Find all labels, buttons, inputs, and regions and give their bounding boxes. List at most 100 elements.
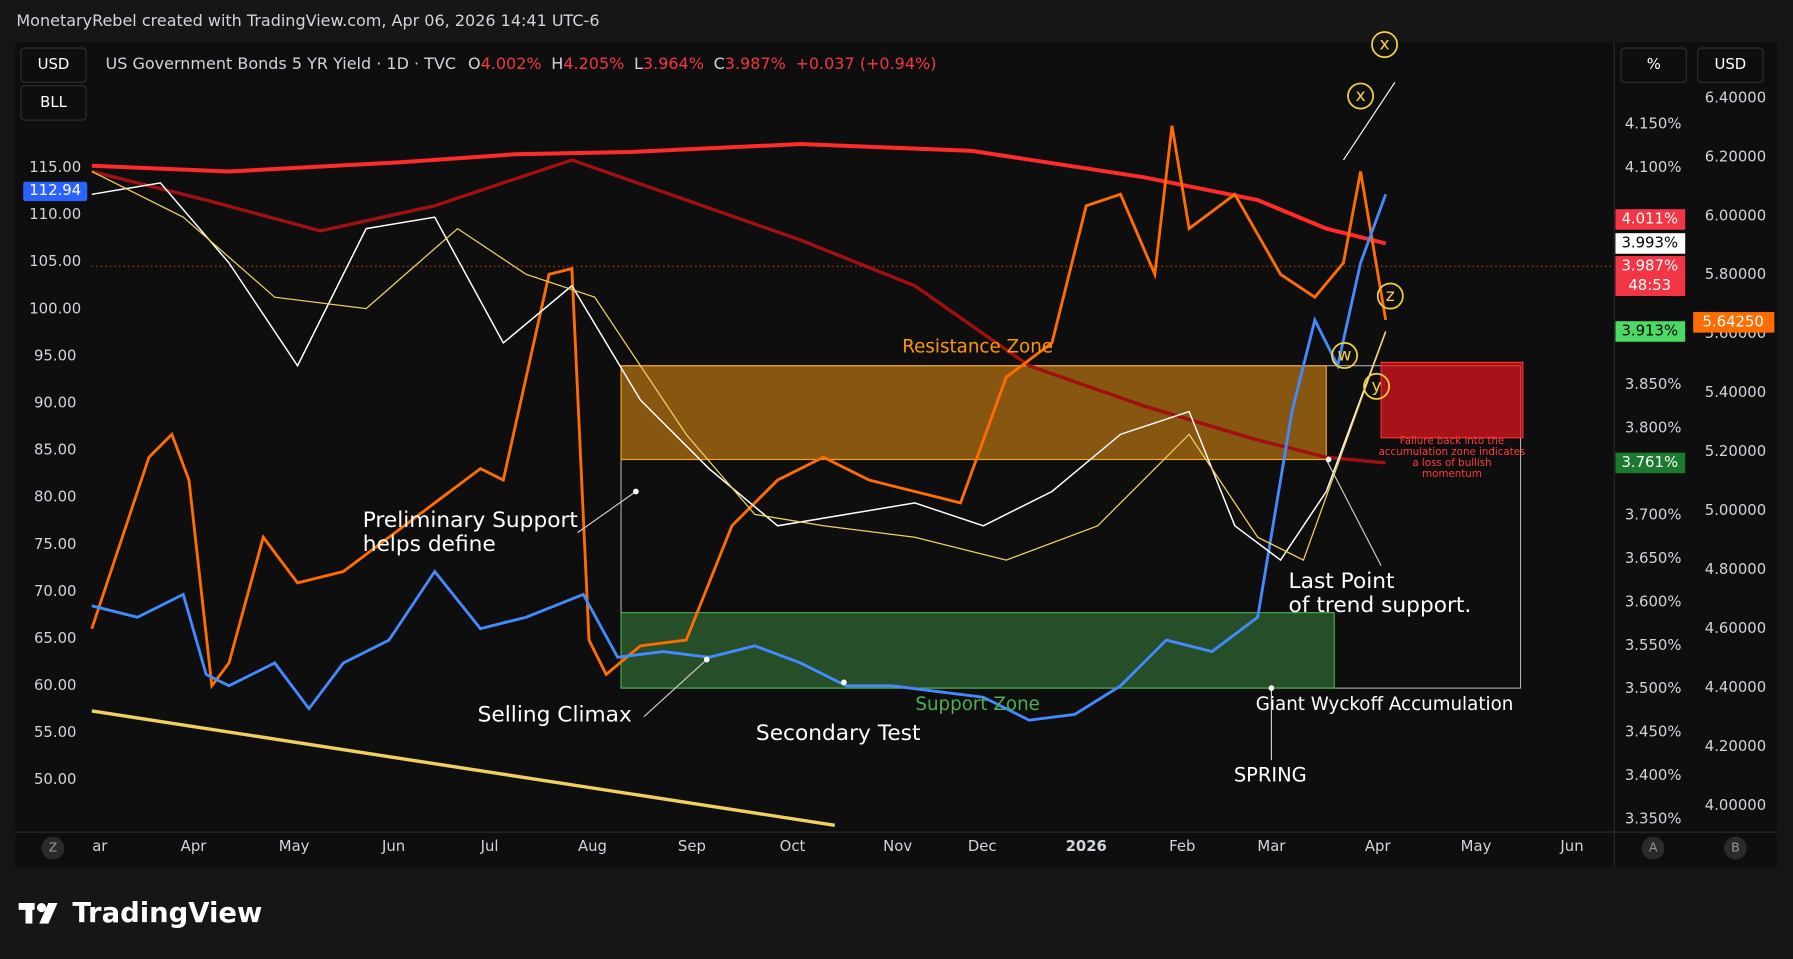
failure-note: momentum bbox=[1422, 468, 1482, 480]
x-axis-label: Jun bbox=[381, 837, 405, 855]
right-axis-label: 5.80000 bbox=[1705, 265, 1766, 283]
support-label: Support Zone bbox=[915, 694, 1040, 715]
point bbox=[633, 488, 639, 495]
mid-badge: 3.761% bbox=[1621, 453, 1678, 471]
mid-axis-label: 4.100% bbox=[1625, 158, 1682, 176]
pointer bbox=[1325, 459, 1382, 567]
toolbar-button[interactable] bbox=[1620, 47, 1687, 83]
mid-axis-label: 3.700% bbox=[1625, 506, 1682, 524]
wave-label: y bbox=[1372, 376, 1382, 396]
brand-logo bbox=[18, 902, 58, 924]
wave-circle bbox=[1363, 372, 1391, 400]
wave-label: x bbox=[1355, 86, 1365, 106]
annotation: Selling Climax bbox=[478, 703, 632, 728]
mid-axis-label: 3.650% bbox=[1625, 549, 1682, 567]
x-axis-label: Feb bbox=[1169, 837, 1195, 855]
left-badge-bg bbox=[23, 181, 88, 202]
axis-button[interactable] bbox=[1724, 836, 1747, 860]
x-axis-label: Nov bbox=[883, 837, 912, 855]
failure-note: Failure back into the bbox=[1400, 435, 1504, 447]
x-axis-label: May bbox=[279, 837, 310, 855]
x-axis-label: Apr bbox=[181, 837, 208, 855]
left-axis-label: 95.00 bbox=[34, 346, 77, 364]
x-axis-label: Jun bbox=[1559, 837, 1583, 855]
axis-button-label[interactable]: Z bbox=[49, 840, 58, 855]
right-axis-label: 5.00000 bbox=[1705, 501, 1766, 519]
right-axis-label: 5.40000 bbox=[1705, 383, 1766, 401]
right-axis-label: 4.40000 bbox=[1705, 678, 1766, 696]
point bbox=[703, 656, 710, 663]
axis-button[interactable] bbox=[41, 836, 65, 860]
right-badge: 5.64250 bbox=[1703, 312, 1764, 330]
orange-line bbox=[90, 125, 1388, 690]
wave-label: w bbox=[1338, 345, 1352, 365]
toolbar-button-label[interactable]: % bbox=[1647, 55, 1661, 73]
toolbar-button-label[interactable]: BLL bbox=[40, 93, 67, 111]
failure-note: accumulation zone indicates bbox=[1379, 446, 1526, 458]
mid-badge-bg bbox=[1615, 321, 1686, 342]
axis-button[interactable] bbox=[1641, 836, 1665, 860]
c-label: C bbox=[714, 54, 725, 73]
wave-circle bbox=[1371, 31, 1399, 59]
annotation: of trend support. bbox=[1289, 593, 1472, 618]
wave-line bbox=[1342, 81, 1396, 161]
axis-button-label[interactable]: B bbox=[1731, 840, 1740, 855]
left-axis-label: 110.00 bbox=[29, 205, 81, 223]
x-axis-label: Mar bbox=[1257, 837, 1286, 855]
toolbar-button[interactable] bbox=[20, 47, 87, 83]
wave-circle bbox=[1376, 282, 1404, 310]
mid-badge: 48:53 bbox=[1628, 276, 1671, 294]
mid-badge-bg bbox=[1615, 256, 1686, 277]
l-value: 3.964% bbox=[643, 54, 704, 73]
right-axis-label: 4.00000 bbox=[1705, 796, 1766, 814]
toolbar-button[interactable] bbox=[20, 85, 87, 121]
yellow-line bbox=[91, 170, 1387, 561]
mid-axis-label: 3.800% bbox=[1625, 419, 1682, 437]
point bbox=[1268, 685, 1275, 691]
mid-badge-bg bbox=[1615, 233, 1686, 254]
mid-axis-label: 3.400% bbox=[1625, 766, 1682, 784]
trend-line bbox=[91, 709, 836, 827]
mid-badge-bg bbox=[1615, 275, 1686, 297]
toolbar-button-label[interactable]: USD bbox=[1714, 55, 1746, 73]
left-axis-label: 55.00 bbox=[34, 723, 77, 741]
symbol: US Government Bonds 5 YR Yield · 1D · TV… bbox=[106, 54, 457, 73]
legend: US Government Bonds 5 YR Yield · 1D · TV… bbox=[106, 54, 937, 73]
left-axis-label: 90.00 bbox=[34, 393, 77, 411]
left-axis-label: 60.00 bbox=[34, 676, 77, 694]
left-axis-label: 65.00 bbox=[34, 629, 77, 647]
pointer bbox=[577, 491, 637, 534]
x-axis-label: ar bbox=[92, 837, 108, 855]
right-axis-label: 6.00000 bbox=[1705, 206, 1766, 224]
x-axis-label: Oct bbox=[780, 837, 806, 855]
left-axis-label: 70.00 bbox=[34, 582, 77, 600]
annotation: Last Point bbox=[1289, 569, 1395, 594]
resistance-zone bbox=[620, 365, 1327, 461]
left-badge: 112.94 bbox=[29, 181, 81, 199]
mid-axis-label: 4.150% bbox=[1625, 115, 1682, 133]
mid-badge-bg bbox=[1615, 452, 1686, 474]
mid-axis-label: 3.450% bbox=[1625, 723, 1682, 741]
left-axis-label: 105.00 bbox=[29, 252, 81, 270]
right-axis-label: 5.20000 bbox=[1705, 442, 1766, 460]
mid-axis-label: 3.600% bbox=[1625, 592, 1682, 610]
wave-label: z bbox=[1386, 286, 1395, 306]
toolbar-button-label[interactable]: USD bbox=[38, 55, 70, 73]
toolbar-button[interactable] bbox=[1697, 47, 1764, 83]
white-line bbox=[91, 182, 1387, 562]
annotation: SPRING bbox=[1234, 764, 1307, 787]
failure-box bbox=[1380, 361, 1524, 439]
right-axis-label: 4.20000 bbox=[1705, 737, 1766, 755]
annotation: Giant Wyckoff Accumulation bbox=[1256, 694, 1514, 715]
axis-button-label[interactable]: A bbox=[1649, 840, 1658, 855]
right-badge-bg bbox=[1693, 312, 1775, 333]
o-value: 4.002% bbox=[481, 54, 542, 73]
left-axis-label: 80.00 bbox=[34, 488, 77, 506]
x-axis-label: Aug bbox=[578, 837, 607, 855]
x-axis-label: 2026 bbox=[1066, 837, 1107, 855]
header: MonetaryRebel created with TradingView.c… bbox=[16, 11, 599, 30]
x-axis-label: Sep bbox=[678, 837, 706, 855]
mid-axis-label: 3.350% bbox=[1625, 810, 1682, 828]
mid-badge-bg bbox=[1615, 209, 1686, 230]
